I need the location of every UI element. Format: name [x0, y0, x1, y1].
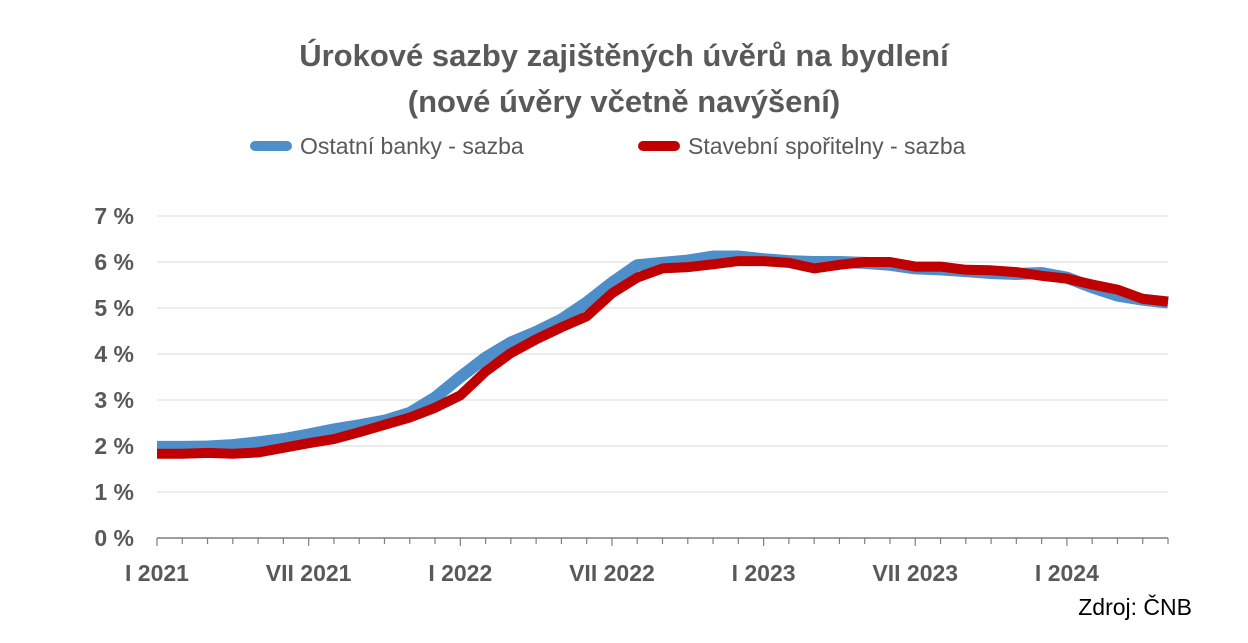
y-tick-label: 6 %: [94, 249, 134, 275]
y-tick-label: 1 %: [94, 479, 134, 505]
legend-swatch-ostatni-banky: [250, 141, 292, 151]
source-note: Zdroj: ČNB: [1078, 594, 1192, 620]
x-tick-label: I 2023: [732, 560, 796, 586]
chart-title: Úrokové sazby zajištěných úvěrů na bydle…: [299, 38, 949, 73]
legend-item-stavebni-sporitelny: Stavební spořitelny - sazba: [638, 130, 965, 162]
x-tick-label: VII 2021: [266, 560, 352, 586]
y-tick-label: 5 %: [94, 295, 134, 321]
legend-item-ostatni-banky: Ostatní banky - sazba: [250, 130, 524, 162]
y-tick-label: 3 %: [94, 387, 134, 413]
x-tick-label: VII 2023: [872, 560, 958, 586]
x-tick-label: VII 2022: [569, 560, 655, 586]
legend-label-stavebni-sporitelny: Stavební spořitelny - sazba: [688, 132, 966, 159]
y-tick-label: 7 %: [94, 203, 134, 229]
x-tick-label: I 2022: [428, 560, 492, 586]
chart-subtitle: (nové úvěry včetně navýšení): [407, 84, 841, 119]
y-tick-label: 4 %: [94, 341, 134, 367]
y-tick-label: 0 %: [94, 525, 134, 551]
series-line-stavebni-sporitelny: [157, 256, 1169, 459]
legend-swatch-stavebni-sporitelny: [638, 141, 680, 151]
x-tick-label: I 2021: [125, 560, 189, 586]
series-line-ostatni-banky: [157, 250, 1169, 453]
x-tick-label: I 2024: [1035, 560, 1099, 586]
y-tick-label: 2 %: [94, 433, 134, 459]
legend-label-ostatni-banky: Ostatní banky - sazba: [300, 132, 524, 159]
